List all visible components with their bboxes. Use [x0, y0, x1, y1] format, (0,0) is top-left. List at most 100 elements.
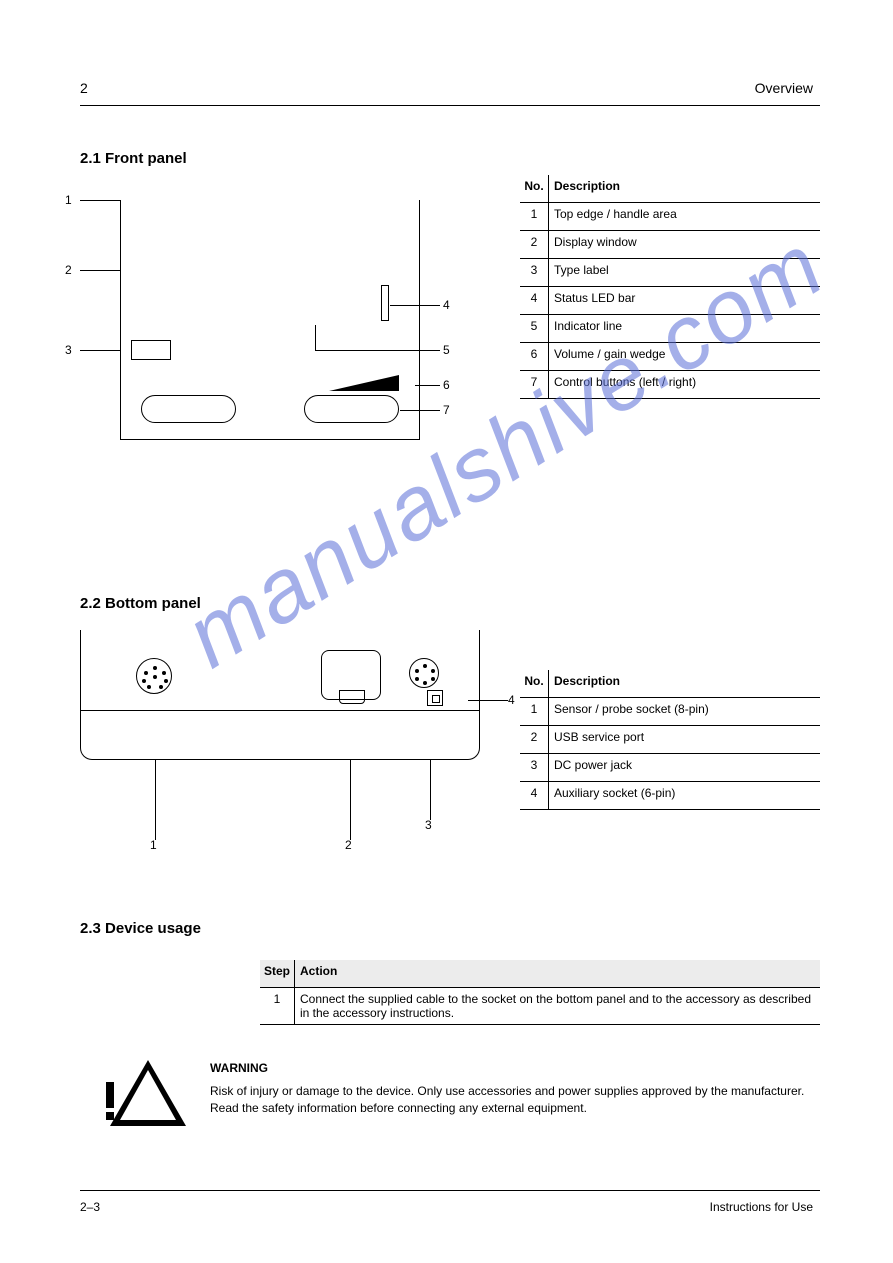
- front-button-right: [304, 395, 399, 423]
- footer-right: Instructions for Use: [710, 1200, 813, 1214]
- cell-desc: Control buttons (left / right): [548, 375, 820, 389]
- cell-no: 1: [520, 702, 548, 716]
- col-head-action: Action: [294, 964, 820, 978]
- cell-desc: DC power jack: [548, 758, 820, 772]
- leader-line: [430, 760, 431, 820]
- leader-line: [355, 350, 440, 351]
- callout-number: 6: [443, 378, 450, 392]
- cell-no: 7: [520, 375, 548, 389]
- leader-line: [80, 270, 120, 271]
- warning-icon: [110, 1060, 186, 1126]
- cell-no: 4: [520, 291, 548, 305]
- table-row: 5 Indicator line: [520, 315, 820, 343]
- cell-no: 5: [520, 319, 548, 333]
- callout-number: 4: [443, 298, 450, 312]
- warning-title: WARNING: [210, 1060, 810, 1077]
- table-row: 6 Volume / gain wedge: [520, 343, 820, 371]
- table-divider: [548, 175, 549, 399]
- leader-line: [468, 700, 508, 701]
- dc-jack-icon: [427, 690, 443, 706]
- header-title: Overview: [755, 80, 813, 96]
- cell-no: 6: [520, 347, 548, 361]
- callout-number: 2: [345, 838, 352, 852]
- leader-line: [80, 200, 120, 201]
- diagram-inner-line: [81, 710, 479, 711]
- table-divider: [548, 670, 549, 810]
- heading-bottom-panel: 2.2 Bottom panel: [80, 595, 201, 612]
- table-row: 4 Status LED bar: [520, 287, 820, 315]
- cell-desc: Volume / gain wedge: [548, 347, 820, 361]
- cell-desc: Auxiliary socket (6-pin): [548, 786, 820, 800]
- front-led-bar: [381, 285, 389, 321]
- callout-number: 7: [443, 403, 450, 417]
- table-row: 4 Auxiliary socket (6-pin): [520, 782, 820, 810]
- header-section-number: 2: [80, 80, 88, 96]
- callout-number: 1: [65, 193, 72, 207]
- heading-usage: 2.3 Device usage: [80, 920, 201, 937]
- usage-table: Step Action 1 Connect the supplied cable…: [260, 960, 820, 1025]
- cell-desc: Indicator line: [548, 319, 820, 333]
- table-row: 3 DC power jack: [520, 754, 820, 782]
- cell-no: 3: [520, 758, 548, 772]
- table-row: 2 USB service port: [520, 726, 820, 754]
- col-head-desc: Description: [548, 179, 820, 193]
- col-head-no: No.: [520, 179, 548, 193]
- table-head-row: No. Description: [520, 175, 820, 203]
- bottom-diagram: [80, 630, 480, 760]
- table-head-row: No. Description: [520, 670, 820, 698]
- table-row: 2 Display window: [520, 231, 820, 259]
- front-type-label: [131, 340, 171, 360]
- leader-line: [315, 325, 316, 350]
- cell-no: 3: [520, 263, 548, 277]
- front-diagram: [120, 200, 420, 440]
- callout-number: 3: [425, 818, 432, 832]
- cell-no: 2: [520, 235, 548, 249]
- leader-line: [350, 760, 351, 840]
- callout-number: 1: [150, 838, 157, 852]
- socket-8pin-icon: [136, 658, 172, 694]
- leader-line: [315, 350, 355, 351]
- usb-slot-icon: [339, 690, 365, 704]
- leader-line: [155, 760, 156, 840]
- table-row: 1 Top edge / handle area: [520, 203, 820, 231]
- socket-6pin-icon: [409, 658, 439, 688]
- warning-text-block: WARNING Risk of injury or damage to the …: [210, 1060, 810, 1116]
- table-row: 1 Connect the supplied cable to the sock…: [260, 988, 820, 1025]
- col-head-step: Step: [260, 964, 294, 978]
- heading-front-panel: 2.1 Front panel: [80, 150, 187, 167]
- front-panel-table: No. Description 1 Top edge / handle area…: [520, 175, 820, 399]
- callout-number: 2: [65, 263, 72, 277]
- cell-no: 4: [520, 786, 548, 800]
- cell-desc: Status LED bar: [548, 291, 820, 305]
- cell-desc: Top edge / handle area: [548, 207, 820, 221]
- cell-desc: Sensor / probe socket (8-pin): [548, 702, 820, 716]
- leader-line: [80, 350, 120, 351]
- table-head-row: Step Action: [260, 960, 820, 988]
- callout-number: 3: [65, 343, 72, 357]
- rule-bottom: [80, 1190, 820, 1191]
- leader-line: [415, 385, 440, 386]
- cell-step: 1: [260, 992, 294, 1006]
- cell-action: Connect the supplied cable to the socket…: [294, 992, 820, 1020]
- page-number: 2–3: [80, 1200, 100, 1214]
- front-volume-wedge: [329, 375, 399, 391]
- front-button-left: [141, 395, 236, 423]
- leader-line: [390, 305, 440, 306]
- bottom-panel-table: No. Description 1 Sensor / probe socket …: [520, 670, 820, 810]
- table-row: 1 Sensor / probe socket (8-pin): [520, 698, 820, 726]
- page: 2 Overview 2–3 Instructions for Use 2.1 …: [0, 0, 893, 1263]
- cell-no: 1: [520, 207, 548, 221]
- col-head-no: No.: [520, 674, 548, 688]
- table-row: 3 Type label: [520, 259, 820, 287]
- warning-body: Risk of injury or damage to the device. …: [210, 1083, 810, 1117]
- callout-number: 4: [508, 693, 515, 707]
- cell-no: 2: [520, 730, 548, 744]
- cell-desc: Display window: [548, 235, 820, 249]
- callout-number: 5: [443, 343, 450, 357]
- col-head-desc: Description: [548, 674, 820, 688]
- table-row: 7 Control buttons (left / right): [520, 371, 820, 399]
- table-divider: [294, 960, 295, 1025]
- leader-line: [400, 410, 440, 411]
- cell-desc: Type label: [548, 263, 820, 277]
- cell-desc: USB service port: [548, 730, 820, 744]
